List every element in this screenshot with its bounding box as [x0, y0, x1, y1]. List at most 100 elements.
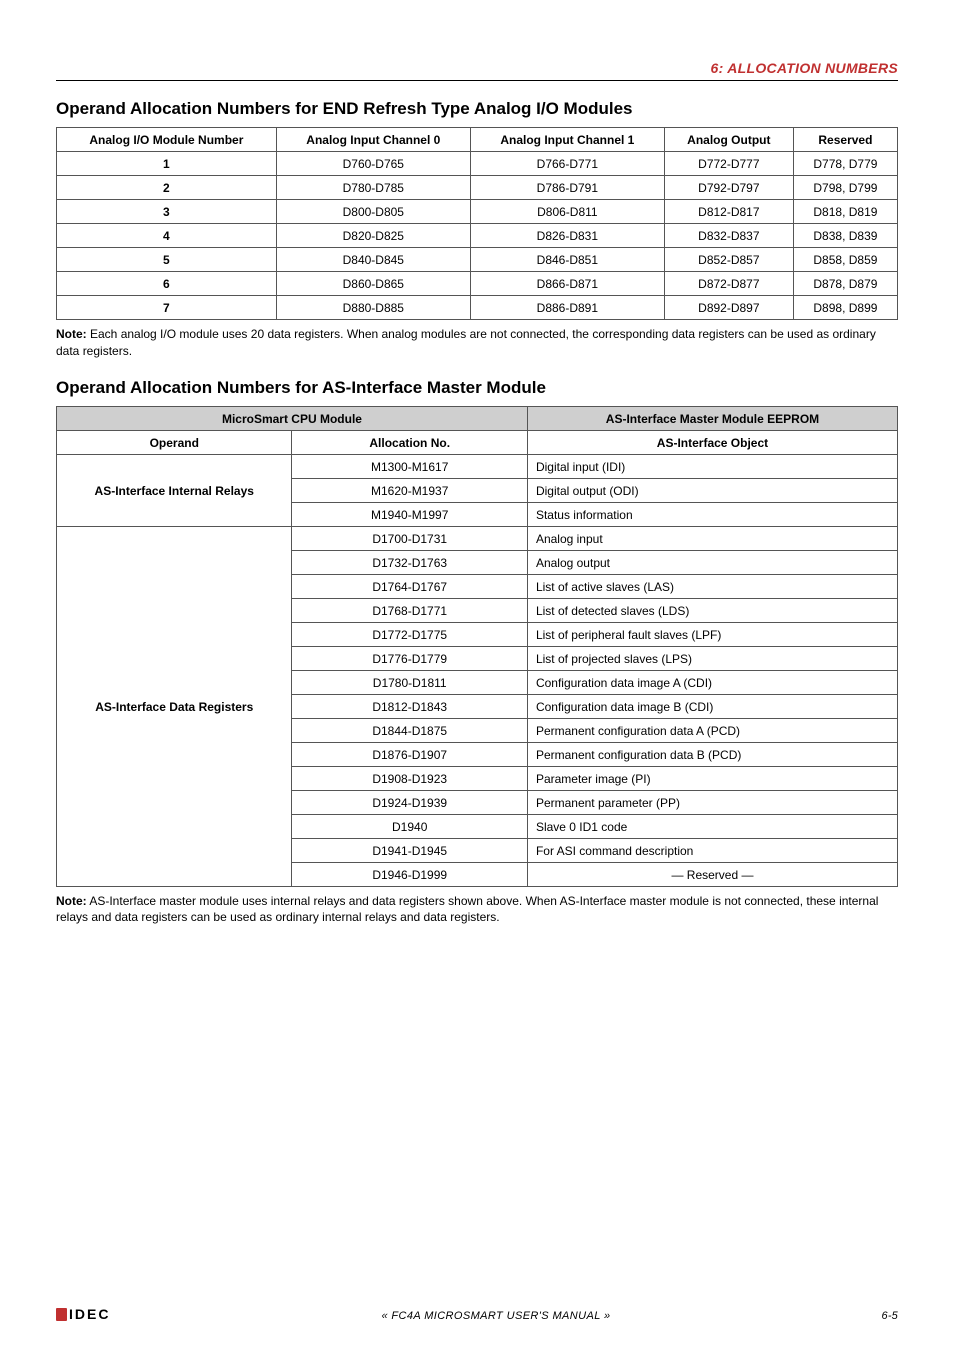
cell-out: D892-D897 — [664, 296, 793, 320]
cell-res: D778, D779 — [793, 152, 897, 176]
cell-obj: Status information — [527, 502, 897, 526]
cell-res: D878, D879 — [793, 272, 897, 296]
cell-num: 6 — [57, 272, 277, 296]
cell-alloc: D1876-D1907 — [292, 742, 527, 766]
idec-logo: IDEC — [56, 1306, 110, 1322]
cell-ch0: D800-D805 — [276, 200, 470, 224]
footer-manual-title: « FC4A MICROSMART USER'S MANUAL » — [381, 1310, 610, 1322]
cell-res: D838, D839 — [793, 224, 897, 248]
col-as-object: AS-Interface Object — [527, 430, 897, 454]
cell-alloc: D1941-D1945 — [292, 838, 527, 862]
operand-internal-relays: AS-Interface Internal Relays — [57, 454, 292, 526]
cell-obj: Digital input (IDI) — [527, 454, 897, 478]
cell-ch0: D760-D765 — [276, 152, 470, 176]
cell-obj: Digital output (ODI) — [527, 478, 897, 502]
idec-logo-text: IDEC — [69, 1306, 110, 1322]
table-subheader-row: Operand Allocation No. AS-Interface Obje… — [57, 430, 898, 454]
cell-res: D818, D819 — [793, 200, 897, 224]
cell-alloc: D1924-D1939 — [292, 790, 527, 814]
cell-ch1: D766-D771 — [470, 152, 664, 176]
cell-ch1: D786-D791 — [470, 176, 664, 200]
cell-res: D898, D899 — [793, 296, 897, 320]
cell-alloc: D1780-D1811 — [292, 670, 527, 694]
table-header-row: MicroSmart CPU Module AS-Interface Maste… — [57, 406, 898, 430]
col-allocation-no: Allocation No. — [292, 430, 527, 454]
cell-num: 1 — [57, 152, 277, 176]
cell-obj: Analog input — [527, 526, 897, 550]
table-row: AS-Interface Internal Relays M1300-M1617… — [57, 454, 898, 478]
cell-ch1: D846-D851 — [470, 248, 664, 272]
cell-out: D772-D777 — [664, 152, 793, 176]
cell-alloc: D1768-D1771 — [292, 598, 527, 622]
footer-page-number: 6-5 — [882, 1310, 899, 1322]
note-text: Each analog I/O module uses 20 data regi… — [56, 327, 876, 358]
cell-obj: List of projected slaves (LPS) — [527, 646, 897, 670]
cell-num: 5 — [57, 248, 277, 272]
cell-out: D792-D797 — [664, 176, 793, 200]
cell-alloc: D1700-D1731 — [292, 526, 527, 550]
cell-alloc: D1764-D1767 — [292, 574, 527, 598]
col-output: Analog Output — [664, 128, 793, 152]
cell-obj: Configuration data image A (CDI) — [527, 670, 897, 694]
cell-res: D858, D859 — [793, 248, 897, 272]
chapter-number: 6: ALLOCATION NUMBERS — [710, 60, 898, 76]
analog-io-table: Analog I/O Module Number Analog Input Ch… — [56, 127, 898, 320]
table-row: 1 D760-D765 D766-D771 D772-D777 D778, D7… — [57, 152, 898, 176]
cell-ch1: D866-D871 — [470, 272, 664, 296]
cell-obj: List of peripheral fault slaves (LPF) — [527, 622, 897, 646]
note-text: AS-Interface master module uses internal… — [56, 894, 878, 925]
cell-obj: Configuration data image B (CDI) — [527, 694, 897, 718]
cell-alloc: D1776-D1779 — [292, 646, 527, 670]
cell-obj: — Reserved — — [527, 862, 897, 886]
cell-obj: For ASI command description — [527, 838, 897, 862]
cell-ch1: D826-D831 — [470, 224, 664, 248]
col-module-number: Analog I/O Module Number — [57, 128, 277, 152]
cell-num: 3 — [57, 200, 277, 224]
cell-obj: List of active slaves (LAS) — [527, 574, 897, 598]
table-row: 7 D880-D885 D886-D891 D892-D897 D898, D8… — [57, 296, 898, 320]
section2-title: Operand Allocation Numbers for AS-Interf… — [56, 378, 898, 398]
cell-obj: List of detected slaves (LDS) — [527, 598, 897, 622]
cell-out: D872-D877 — [664, 272, 793, 296]
table-row: 5 D840-D845 D846-D851 D852-D857 D858, D8… — [57, 248, 898, 272]
note-label: Note: — [56, 894, 87, 908]
section2-note: Note: AS-Interface master module uses in… — [56, 893, 898, 927]
page-footer: IDEC « FC4A MICROSMART USER'S MANUAL » 6… — [56, 1306, 898, 1322]
col-input-ch0: Analog Input Channel 0 — [276, 128, 470, 152]
col-input-ch1: Analog Input Channel 1 — [470, 128, 664, 152]
cell-obj: Permanent configuration data B (PCD) — [527, 742, 897, 766]
cell-obj: Parameter image (PI) — [527, 766, 897, 790]
table-row: AS-Interface Data Registers D1700-D1731 … — [57, 526, 898, 550]
cell-ch0: D780-D785 — [276, 176, 470, 200]
table-row: 2 D780-D785 D786-D791 D792-D797 D798, D7… — [57, 176, 898, 200]
operand-data-registers: AS-Interface Data Registers — [57, 526, 292, 886]
cell-ch0: D820-D825 — [276, 224, 470, 248]
cell-res: D798, D799 — [793, 176, 897, 200]
table-row: 4 D820-D825 D826-D831 D832-D837 D838, D8… — [57, 224, 898, 248]
cell-alloc: D1732-D1763 — [292, 550, 527, 574]
table-header-row: Analog I/O Module Number Analog Input Ch… — [57, 128, 898, 152]
chapter-header: 6: ALLOCATION NUMBERS — [56, 60, 898, 81]
cell-out: D832-D837 — [664, 224, 793, 248]
cell-alloc: M1620-M1937 — [292, 478, 527, 502]
cell-ch0: D880-D885 — [276, 296, 470, 320]
cell-alloc: D1940 — [292, 814, 527, 838]
col-operand: Operand — [57, 430, 292, 454]
note-label: Note: — [56, 327, 87, 341]
cell-num: 4 — [57, 224, 277, 248]
cell-obj: Permanent configuration data A (PCD) — [527, 718, 897, 742]
section1-note: Note: Each analog I/O module uses 20 dat… — [56, 326, 898, 360]
col-cpu-module: MicroSmart CPU Module — [57, 406, 528, 430]
cell-obj: Permanent parameter (PP) — [527, 790, 897, 814]
section1-title: Operand Allocation Numbers for END Refre… — [56, 99, 898, 119]
col-eeprom: AS-Interface Master Module EEPROM — [527, 406, 897, 430]
table-row: 3 D800-D805 D806-D811 D812-D817 D818, D8… — [57, 200, 898, 224]
cell-out: D852-D857 — [664, 248, 793, 272]
cell-ch1: D806-D811 — [470, 200, 664, 224]
cell-alloc: D1772-D1775 — [292, 622, 527, 646]
cell-num: 7 — [57, 296, 277, 320]
cell-alloc: D1908-D1923 — [292, 766, 527, 790]
cell-alloc: D1844-D1875 — [292, 718, 527, 742]
cell-out: D812-D817 — [664, 200, 793, 224]
cell-num: 2 — [57, 176, 277, 200]
